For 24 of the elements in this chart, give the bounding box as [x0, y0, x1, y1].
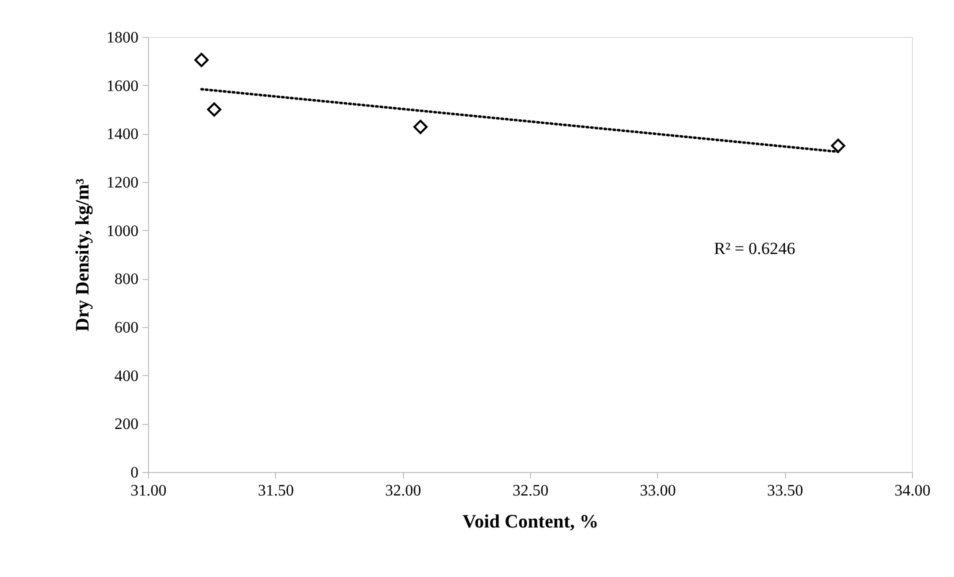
y-tick-label: 1800	[106, 30, 138, 46]
y-tick-label: 1200	[106, 174, 138, 192]
y-tick-label: 0	[130, 464, 138, 482]
point	[831, 138, 846, 153]
y-tick-label: 400	[114, 368, 138, 385]
y-tick-label: 1400	[106, 126, 138, 144]
x-axis-title: Void Content, %	[462, 512, 599, 532]
x-tick-label: 34.00	[894, 482, 930, 500]
annotation: R² = 0.6246	[714, 238, 796, 258]
point	[207, 102, 222, 117]
x-tick-label: 31.50	[258, 482, 294, 500]
y-tick-label: 1000	[106, 222, 138, 240]
y-tick-label: 600	[114, 320, 138, 336]
y-tick-label: 800	[114, 271, 138, 288]
y-axis-title: Dry Density, kg/m³	[72, 178, 94, 332]
point	[413, 120, 428, 134]
x-tick-label: 33.00	[640, 482, 676, 500]
point	[194, 52, 209, 68]
x-tick-label: 32.50	[512, 482, 548, 500]
x-tick-label: 33.50	[767, 482, 804, 500]
y-tick-label: 1600	[106, 78, 138, 95]
x-tick-label: 32.00	[385, 482, 422, 500]
x-tick-label: 31.00	[130, 482, 166, 500]
y-tick-label: 200	[114, 416, 138, 434]
